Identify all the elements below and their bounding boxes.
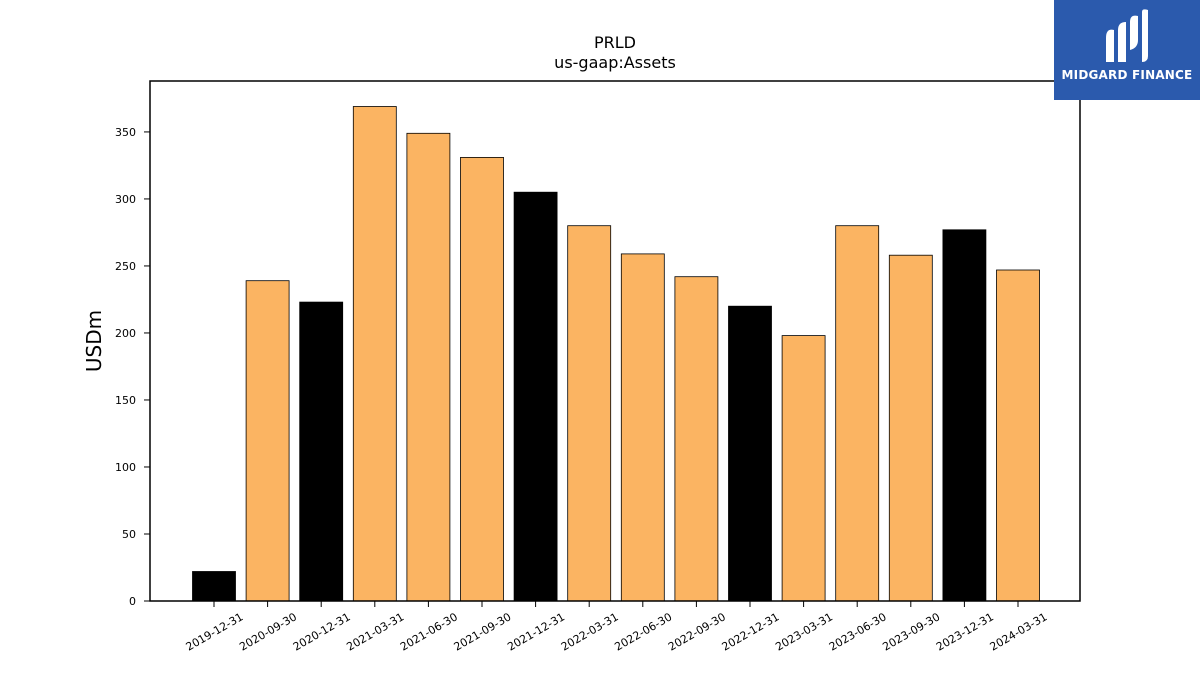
- x-tick-label: 2023-03-31: [773, 610, 835, 653]
- y-tick-label: 200: [115, 327, 136, 340]
- x-tick-label: 2021-03-31: [344, 610, 406, 653]
- x-tick-label: 2021-09-30: [452, 610, 514, 653]
- y-tick-label: 350: [115, 126, 136, 139]
- bar-2022-12-31: [728, 305, 772, 602]
- bar-2021-12-31: [513, 191, 558, 602]
- x-tick-label: 2021-06-30: [398, 610, 460, 653]
- y-tick-label: 250: [115, 260, 136, 273]
- x-tick-label: 2020-09-30: [237, 610, 299, 653]
- x-tick-label: 2023-06-30: [827, 610, 889, 653]
- x-tick-label: 2023-12-31: [934, 610, 996, 653]
- x-tick-label: 2022-06-30: [612, 610, 674, 653]
- bar-2021-03-31: [352, 106, 397, 602]
- y-tick-label: 100: [115, 461, 136, 474]
- x-tick-label: 2022-12-31: [720, 610, 782, 653]
- y-tick-label: 150: [115, 394, 136, 407]
- y-tick-label: 0: [129, 595, 136, 608]
- logo-mark-icon: [1106, 9, 1148, 63]
- bar-2019-12-31: [192, 571, 236, 602]
- y-tick-label: 300: [115, 193, 136, 206]
- plot-frame: [149, 80, 1081, 602]
- x-tick-label: 2022-09-30: [666, 610, 728, 653]
- x-tick-label: 2019-12-31: [184, 610, 246, 653]
- x-tick-label: 2021-12-31: [505, 610, 567, 653]
- bar-2024-03-31: [996, 269, 1040, 602]
- bar-2023-09-30: [888, 254, 933, 602]
- x-tick-label: 2024-03-31: [988, 610, 1050, 653]
- bar-2021-06-30: [406, 132, 451, 602]
- y-axis-label: USDm: [82, 310, 106, 372]
- bar-2023-03-31: [781, 335, 826, 602]
- x-ticks-group: 2019-12-312020-09-302020-12-312021-03-31…: [184, 601, 1050, 654]
- bar-2020-09-30: [245, 280, 290, 602]
- chart-title: PRLD: [594, 33, 636, 52]
- bar-2022-09-30: [674, 276, 719, 602]
- bar-2022-03-31: [567, 225, 612, 602]
- midgard-finance-logo: MIDGARD FINANCE: [1054, 0, 1200, 100]
- bar-2023-06-30: [835, 225, 880, 602]
- x-tick-label: 2023-09-30: [880, 610, 942, 653]
- bars-group: [192, 106, 1040, 602]
- x-tick-label: 2020-12-31: [291, 610, 353, 653]
- y-tick-label: 50: [122, 528, 136, 541]
- chart-subtitle: us-gaap:Assets: [554, 53, 676, 72]
- bar-2023-12-31: [942, 229, 987, 602]
- y-ticks-group: 0 50 100 150 200 250 300 350: [115, 126, 150, 608]
- x-tick-label: 2022-03-31: [559, 610, 621, 653]
- logo-text: MIDGARD FINANCE: [1061, 68, 1193, 82]
- bar-2021-09-30: [460, 156, 504, 602]
- bar-2020-12-31: [299, 301, 344, 602]
- bar-2022-06-30: [620, 253, 665, 602]
